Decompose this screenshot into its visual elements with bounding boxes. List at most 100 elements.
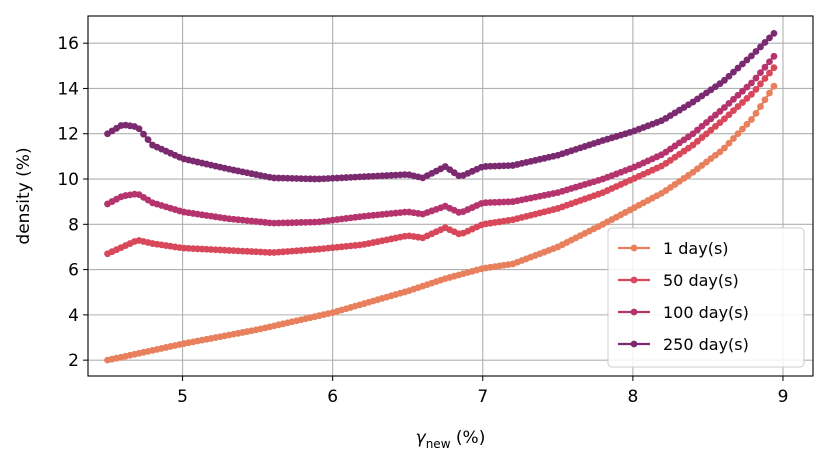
y-tick-label: 16 bbox=[57, 34, 79, 54]
legend-label: 1 day(s) bbox=[663, 239, 729, 258]
y-tick-label: 4 bbox=[68, 306, 79, 326]
data-point bbox=[734, 64, 742, 72]
data-point bbox=[725, 111, 733, 119]
series-line bbox=[106, 55, 775, 225]
data-point bbox=[135, 125, 143, 133]
data-point bbox=[766, 69, 773, 77]
legend-swatch-marker bbox=[630, 340, 638, 348]
x-axis-label-suffix: (%) bbox=[451, 428, 486, 448]
legend-item: 1 day(s) bbox=[618, 239, 729, 258]
data-point bbox=[739, 125, 746, 133]
data-point bbox=[770, 82, 778, 90]
data-point bbox=[739, 87, 746, 95]
data-point bbox=[734, 91, 742, 99]
data-point bbox=[766, 89, 773, 97]
legend-item: 100 day(s) bbox=[618, 303, 749, 322]
grid-lines bbox=[88, 16, 813, 376]
data-point bbox=[743, 83, 751, 91]
data-point bbox=[757, 69, 764, 77]
data-point bbox=[698, 134, 706, 141]
data-point bbox=[766, 34, 773, 42]
data-point bbox=[725, 99, 733, 107]
x-tick-label: 5 bbox=[177, 387, 188, 407]
data-point bbox=[730, 135, 737, 142]
legend: 1 day(s) 50 day(s) 100 day(s) 250 day(s) bbox=[607, 227, 805, 368]
data-point bbox=[757, 80, 764, 88]
data-point bbox=[748, 79, 755, 87]
data-point bbox=[725, 72, 733, 80]
data-point bbox=[730, 95, 737, 103]
series-1-day-s bbox=[104, 82, 778, 364]
x-axis-label: γnew (%) bbox=[416, 428, 486, 451]
series-250-day-s bbox=[104, 29, 778, 183]
data-point bbox=[734, 103, 742, 110]
legend-label: 250 day(s) bbox=[663, 335, 749, 354]
data-point bbox=[725, 139, 733, 147]
data-point bbox=[707, 126, 715, 134]
x-tick-label: 7 bbox=[477, 387, 488, 407]
data-point bbox=[761, 63, 769, 71]
data-point bbox=[712, 122, 719, 130]
data-point bbox=[752, 109, 760, 117]
plot-frame bbox=[87, 15, 814, 377]
data-point bbox=[721, 76, 728, 84]
data-point bbox=[703, 119, 710, 126]
data-point bbox=[770, 52, 778, 60]
data-point bbox=[770, 29, 778, 37]
data-point bbox=[761, 39, 769, 46]
data-point bbox=[739, 60, 746, 68]
data-point bbox=[730, 107, 737, 115]
data-point bbox=[689, 130, 697, 138]
data-point bbox=[730, 68, 737, 76]
data-point bbox=[757, 43, 764, 51]
data-point bbox=[766, 58, 773, 66]
data-point bbox=[716, 107, 724, 115]
data-point bbox=[770, 64, 778, 72]
y-tick-label: 10 bbox=[57, 170, 79, 190]
data-point bbox=[721, 115, 728, 123]
data-point bbox=[703, 130, 710, 138]
data-point bbox=[752, 48, 760, 55]
data-point bbox=[757, 103, 764, 110]
data-point bbox=[743, 120, 751, 128]
data-point bbox=[734, 130, 742, 138]
data-point bbox=[761, 96, 769, 104]
data-point bbox=[748, 116, 755, 123]
legend-item: 50 day(s) bbox=[618, 271, 739, 290]
y-tick-label: 6 bbox=[68, 261, 79, 281]
data-point bbox=[716, 148, 724, 156]
data-point bbox=[140, 130, 147, 138]
x-tick-label: 6 bbox=[327, 387, 338, 407]
data-point bbox=[721, 144, 728, 152]
data-point bbox=[761, 75, 769, 82]
series-50-day-s bbox=[104, 64, 778, 258]
y-tick-label: 14 bbox=[57, 79, 79, 99]
data-point bbox=[698, 122, 706, 130]
legend-swatch-marker bbox=[630, 244, 638, 252]
legend-label: 100 day(s) bbox=[663, 303, 749, 322]
y-tick-label: 8 bbox=[68, 215, 79, 235]
ticks: 5 6 7 8 9 2 4 6 8 10 12 14 16 bbox=[57, 34, 788, 407]
legend-item: 250 day(s) bbox=[618, 335, 749, 354]
data-point bbox=[689, 141, 697, 149]
data-point bbox=[739, 99, 746, 106]
data-point bbox=[694, 137, 701, 145]
series-line bbox=[107, 66, 775, 255]
data-point bbox=[752, 85, 760, 93]
x-axis-label-sub: new bbox=[426, 437, 451, 451]
legend-swatch-marker bbox=[630, 276, 638, 284]
x-tick-label: 9 bbox=[778, 387, 789, 407]
data-point bbox=[748, 90, 755, 98]
x-axis-label-base: γ bbox=[416, 428, 427, 448]
series-layer bbox=[104, 29, 778, 364]
data-point bbox=[707, 115, 715, 123]
data-point bbox=[716, 119, 724, 127]
x-tick-label: 8 bbox=[627, 387, 638, 407]
data-point bbox=[743, 95, 751, 102]
legend-label: 50 day(s) bbox=[663, 271, 739, 290]
data-point bbox=[694, 126, 701, 134]
data-point bbox=[752, 74, 760, 82]
series-100-day-s bbox=[104, 52, 778, 227]
y-tick-label: 12 bbox=[57, 125, 79, 145]
